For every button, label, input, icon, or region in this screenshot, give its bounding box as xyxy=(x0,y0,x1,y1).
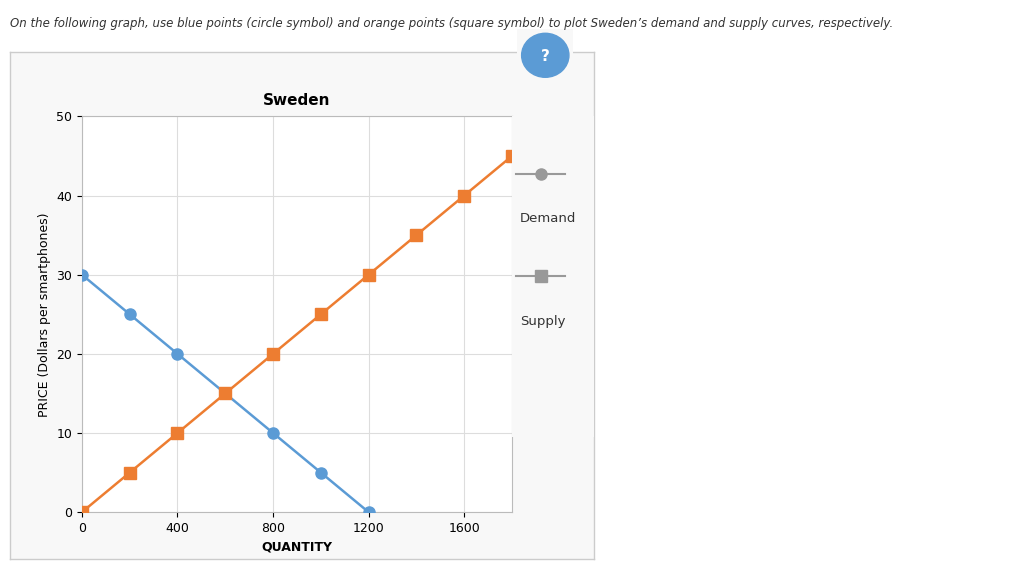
Text: Demand: Demand xyxy=(520,212,577,225)
Title: Sweden: Sweden xyxy=(263,93,331,108)
Text: Supply: Supply xyxy=(520,315,565,328)
Text: On the following graph, use blue points (circle symbol) and orange points (squar: On the following graph, use blue points … xyxy=(10,17,894,30)
Text: ?: ? xyxy=(541,49,550,64)
Circle shape xyxy=(521,33,569,77)
X-axis label: QUANTITY: QUANTITY xyxy=(261,541,333,553)
Y-axis label: PRICE (Dollars per smartphones): PRICE (Dollars per smartphones) xyxy=(38,212,50,417)
